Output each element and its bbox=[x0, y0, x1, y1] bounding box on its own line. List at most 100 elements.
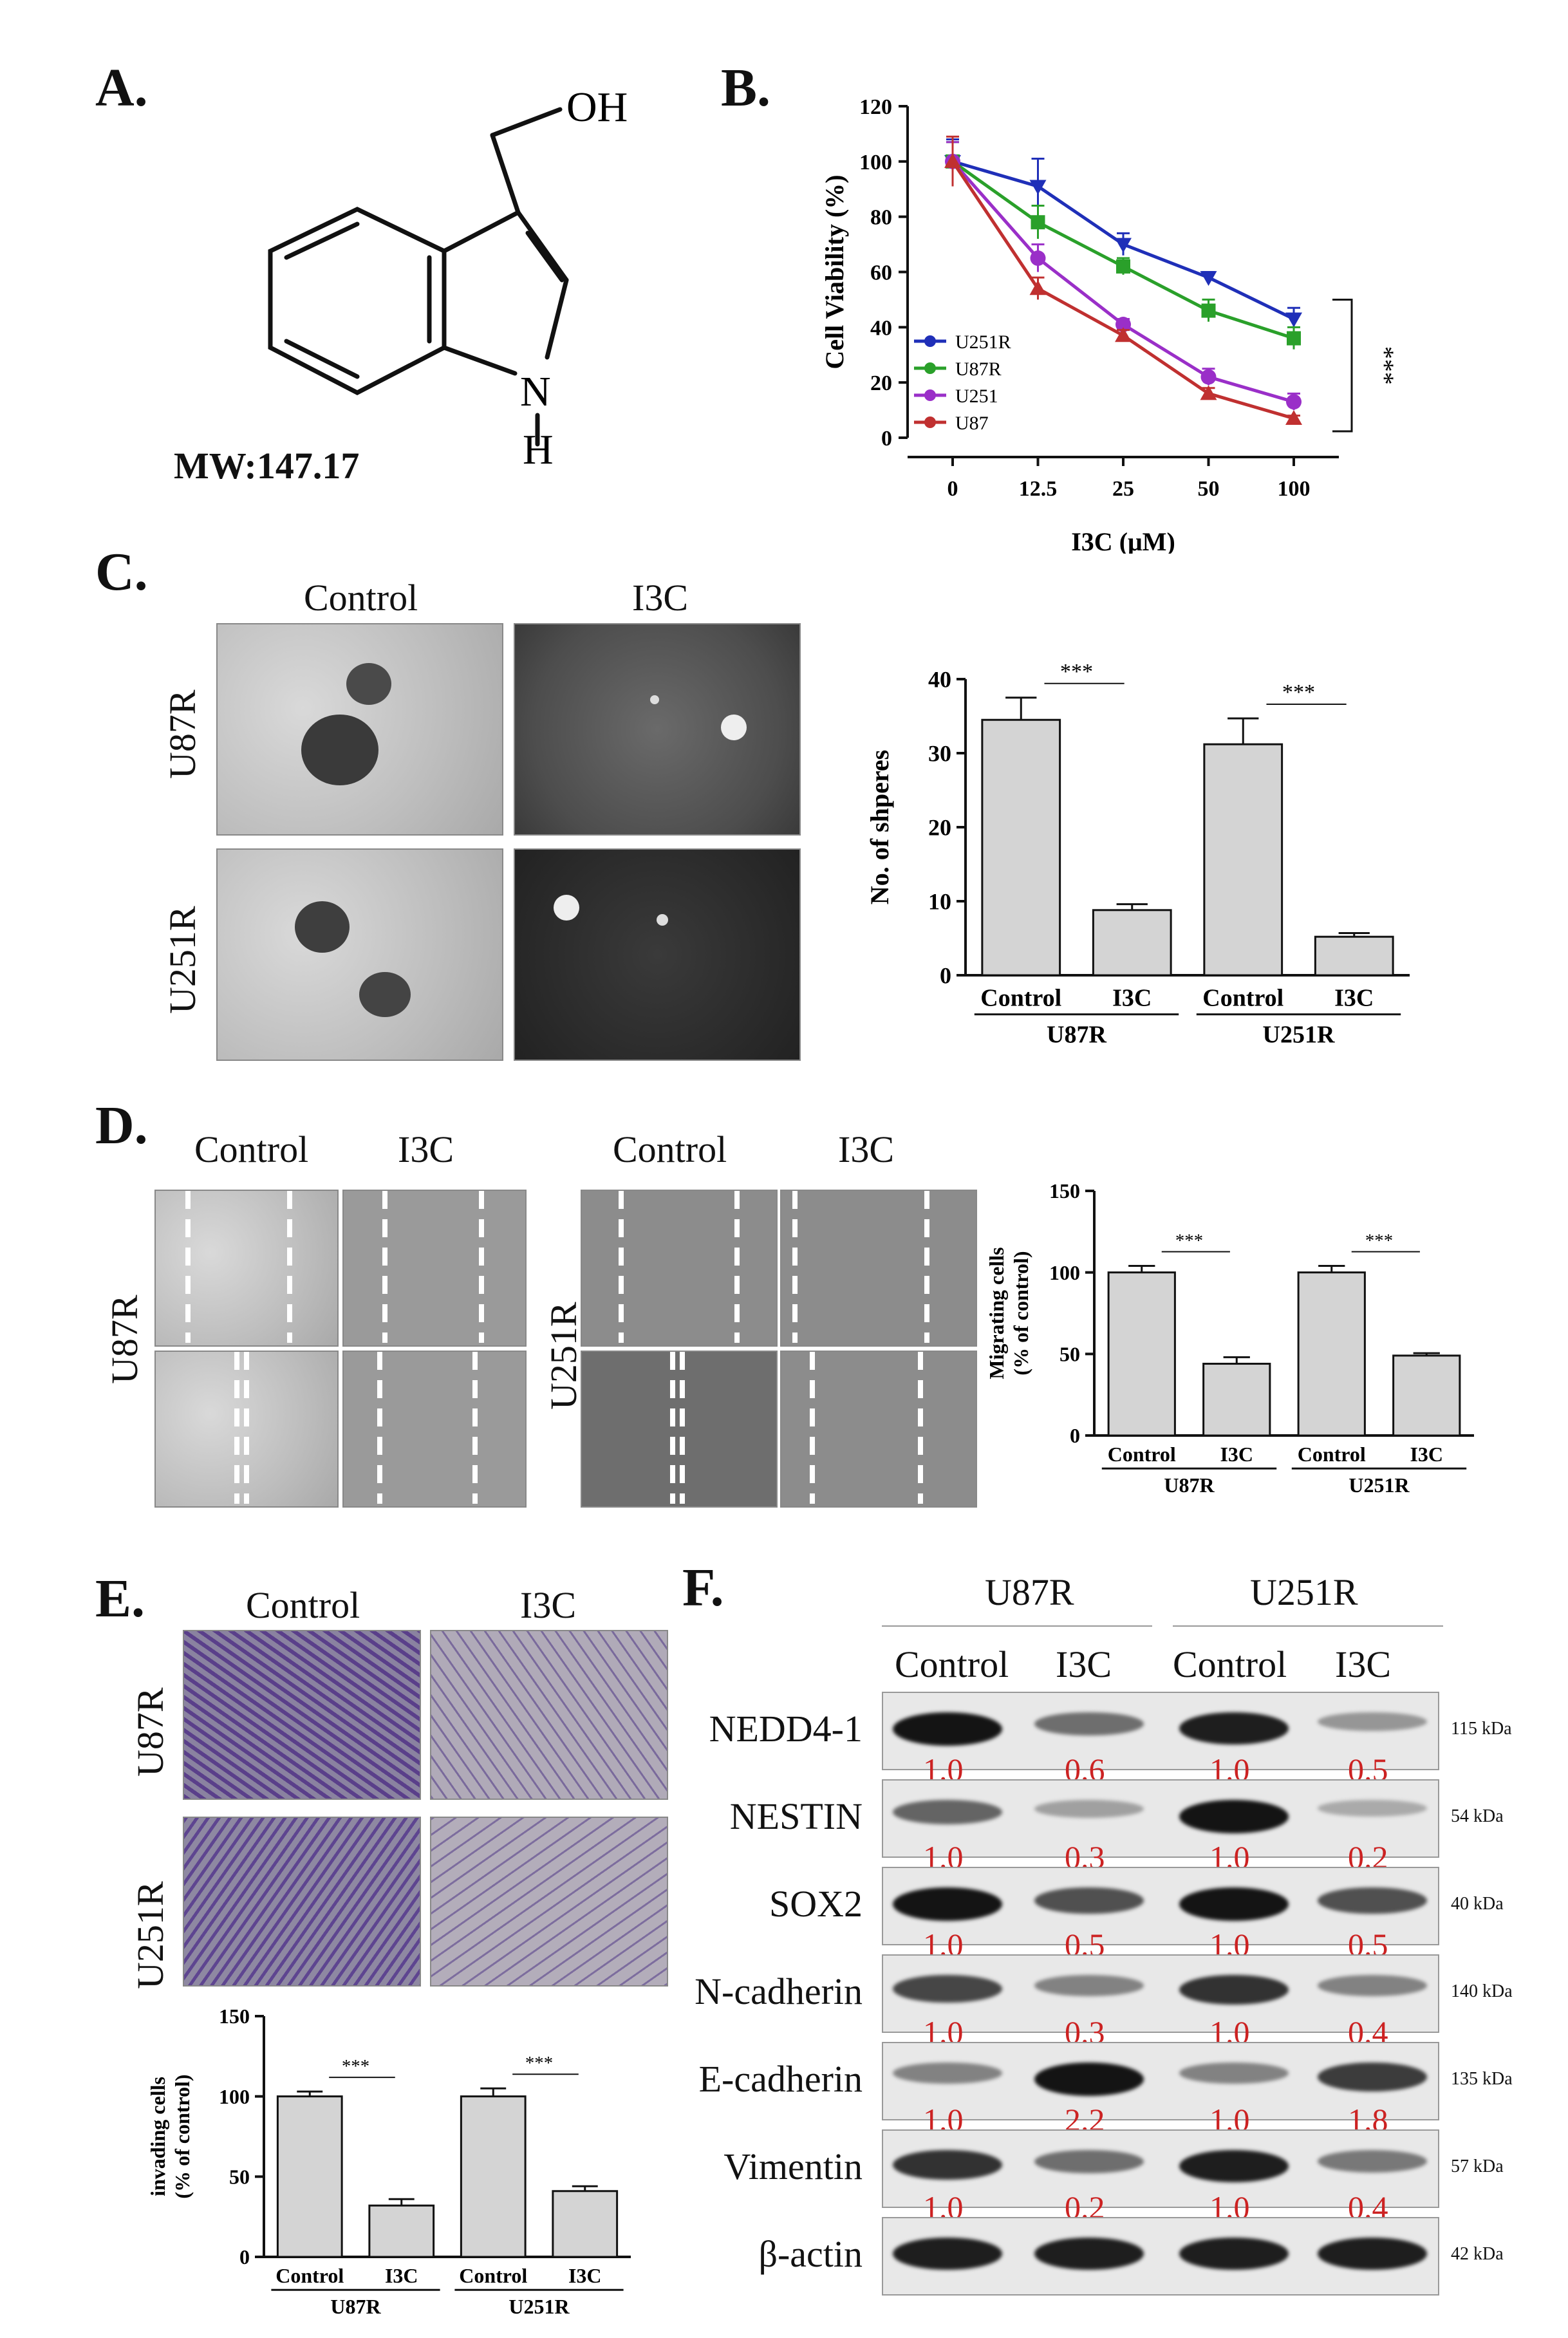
western-band bbox=[893, 1799, 1002, 1824]
western-band bbox=[1179, 2062, 1289, 2084]
western-row-label: NESTIN bbox=[729, 1795, 863, 1837]
western-band bbox=[1034, 1974, 1144, 1996]
western-lane-2: I3C bbox=[1056, 1643, 1112, 1685]
group-label: U251R bbox=[1349, 1473, 1410, 1497]
western-kda-label: 140 kDa bbox=[1451, 1981, 1513, 2001]
panel-label-f: F. bbox=[682, 1558, 724, 1618]
x-tick-label: 25 bbox=[1112, 477, 1134, 501]
western-blot-strip bbox=[882, 2217, 1439, 2296]
data-point bbox=[1115, 327, 1132, 342]
data-point bbox=[1201, 303, 1216, 318]
y-tick-label: 0 bbox=[881, 427, 892, 451]
data-point bbox=[1115, 238, 1132, 253]
molecular-weight: MW:147.17 bbox=[174, 445, 360, 487]
legend-label-u251r: U251R bbox=[955, 332, 1011, 353]
y-tick-label: 30 bbox=[928, 741, 951, 767]
bar bbox=[552, 2190, 619, 2258]
western-lane-3: Control bbox=[1173, 1643, 1287, 1685]
western-band bbox=[1179, 1974, 1289, 2005]
y-tick-label: 40 bbox=[928, 667, 951, 693]
legend-label-u251: U251 bbox=[955, 386, 998, 407]
western-band bbox=[893, 1887, 1002, 1921]
panel-label-b: B. bbox=[721, 58, 771, 118]
y-tick-label: 10 bbox=[928, 889, 951, 915]
oh-label: OH bbox=[566, 84, 628, 131]
significance-label: *** bbox=[1370, 346, 1399, 385]
western-band bbox=[1034, 2149, 1144, 2174]
bar bbox=[460, 2095, 527, 2258]
x-tick-label: 12.5 bbox=[1019, 477, 1058, 501]
bar bbox=[368, 2204, 435, 2258]
bar bbox=[1392, 1354, 1461, 1437]
western-band bbox=[1318, 1974, 1427, 1996]
western-band bbox=[1318, 1799, 1427, 1817]
data-point bbox=[1285, 409, 1302, 425]
category-label: I3C bbox=[1410, 1443, 1443, 1466]
y-tick-label: 50 bbox=[229, 2165, 250, 2189]
header-control-d2: Control bbox=[613, 1128, 727, 1170]
western-band bbox=[893, 2062, 1002, 2084]
category-label: I3C bbox=[1220, 1443, 1253, 1466]
y-axis-title: Migrating cells bbox=[985, 1247, 1008, 1379]
category-label: Control bbox=[980, 985, 1061, 1012]
scratch-d-u87r-control-0h bbox=[154, 1190, 339, 1347]
western-band bbox=[893, 2237, 1002, 2270]
western-row-label: Vimentin bbox=[723, 2146, 863, 2187]
micrograph-c-u251r-control bbox=[216, 848, 503, 1061]
header-control-e: Control bbox=[246, 1584, 360, 1626]
transwell-e-u87r-i3c bbox=[430, 1630, 668, 1800]
significance-label: *** bbox=[1175, 1231, 1203, 1251]
micrograph-c-u251r-i3c bbox=[514, 848, 801, 1061]
y-tick-label: 0 bbox=[239, 2245, 250, 2268]
western-kda-label: 115 kDa bbox=[1451, 1719, 1512, 1739]
data-point bbox=[1285, 312, 1302, 328]
category-label: Control bbox=[275, 2264, 344, 2287]
legend-marker bbox=[924, 389, 936, 401]
y-tick-label: 100 bbox=[859, 151, 892, 174]
y-tick-label: 80 bbox=[870, 206, 892, 230]
category-label: Control bbox=[1202, 985, 1283, 1012]
western-blot-strip bbox=[882, 2129, 1439, 2208]
significance-label: *** bbox=[1365, 1231, 1393, 1251]
group-label: U87R bbox=[330, 2295, 381, 2318]
western-band bbox=[1179, 2149, 1289, 2182]
y-tick-label: 60 bbox=[870, 261, 892, 285]
data-point bbox=[1287, 331, 1301, 346]
y-tick-label: 150 bbox=[1049, 1179, 1080, 1202]
western-band bbox=[893, 1712, 1002, 1746]
significance-label: *** bbox=[1282, 680, 1315, 704]
western-band bbox=[1318, 1887, 1427, 1914]
chart-spheres: 0 10 20 30 40 Control I3C Control I3C *** *** U87R U… bbox=[865, 660, 1410, 1049]
bar bbox=[1203, 743, 1283, 977]
data-point bbox=[1031, 215, 1045, 230]
legend-label-u87: U87 bbox=[955, 413, 989, 434]
western-row-label: E-cadherin bbox=[698, 2058, 863, 2100]
data-point bbox=[1116, 259, 1130, 274]
category-label: Control bbox=[1298, 1443, 1366, 1466]
chart-invasion: 0 50 100 150 Control I3C Control I3C *** *** U87R U… bbox=[146, 2005, 631, 2318]
western-band bbox=[1034, 2062, 1144, 2096]
panel-label-a: A. bbox=[95, 58, 148, 118]
category-label: Control bbox=[1108, 1443, 1176, 1466]
transwell-e-u87r-control bbox=[183, 1630, 421, 1800]
significance-bracket bbox=[1332, 298, 1353, 433]
western-row-label: SOX2 bbox=[769, 1883, 863, 1925]
x-tick-label: 100 bbox=[1278, 477, 1311, 501]
header-i3c-d1: I3C bbox=[398, 1128, 454, 1170]
data-point bbox=[1029, 280, 1047, 295]
western-band bbox=[893, 2149, 1002, 2180]
western-row-label: β-actin bbox=[758, 2233, 863, 2275]
x-axis-title: I3C (μM) bbox=[1071, 527, 1175, 554]
micrograph-c-u87r-control bbox=[216, 623, 503, 836]
western-group-u251r: U251R bbox=[1250, 1571, 1358, 1613]
group-label: U251R bbox=[509, 2295, 570, 2318]
y-axis-title: No. of shperes bbox=[865, 750, 894, 904]
bar bbox=[1107, 1271, 1176, 1437]
y-tick-label: 0 bbox=[940, 963, 951, 989]
scratch-d-u87r-i3c-24h bbox=[342, 1351, 527, 1508]
panel-label-c: C. bbox=[95, 542, 148, 602]
header-i3c-c: I3C bbox=[632, 577, 688, 619]
western-group-line-u87r bbox=[882, 1625, 1152, 1627]
y-tick-label: 50 bbox=[1059, 1343, 1080, 1366]
